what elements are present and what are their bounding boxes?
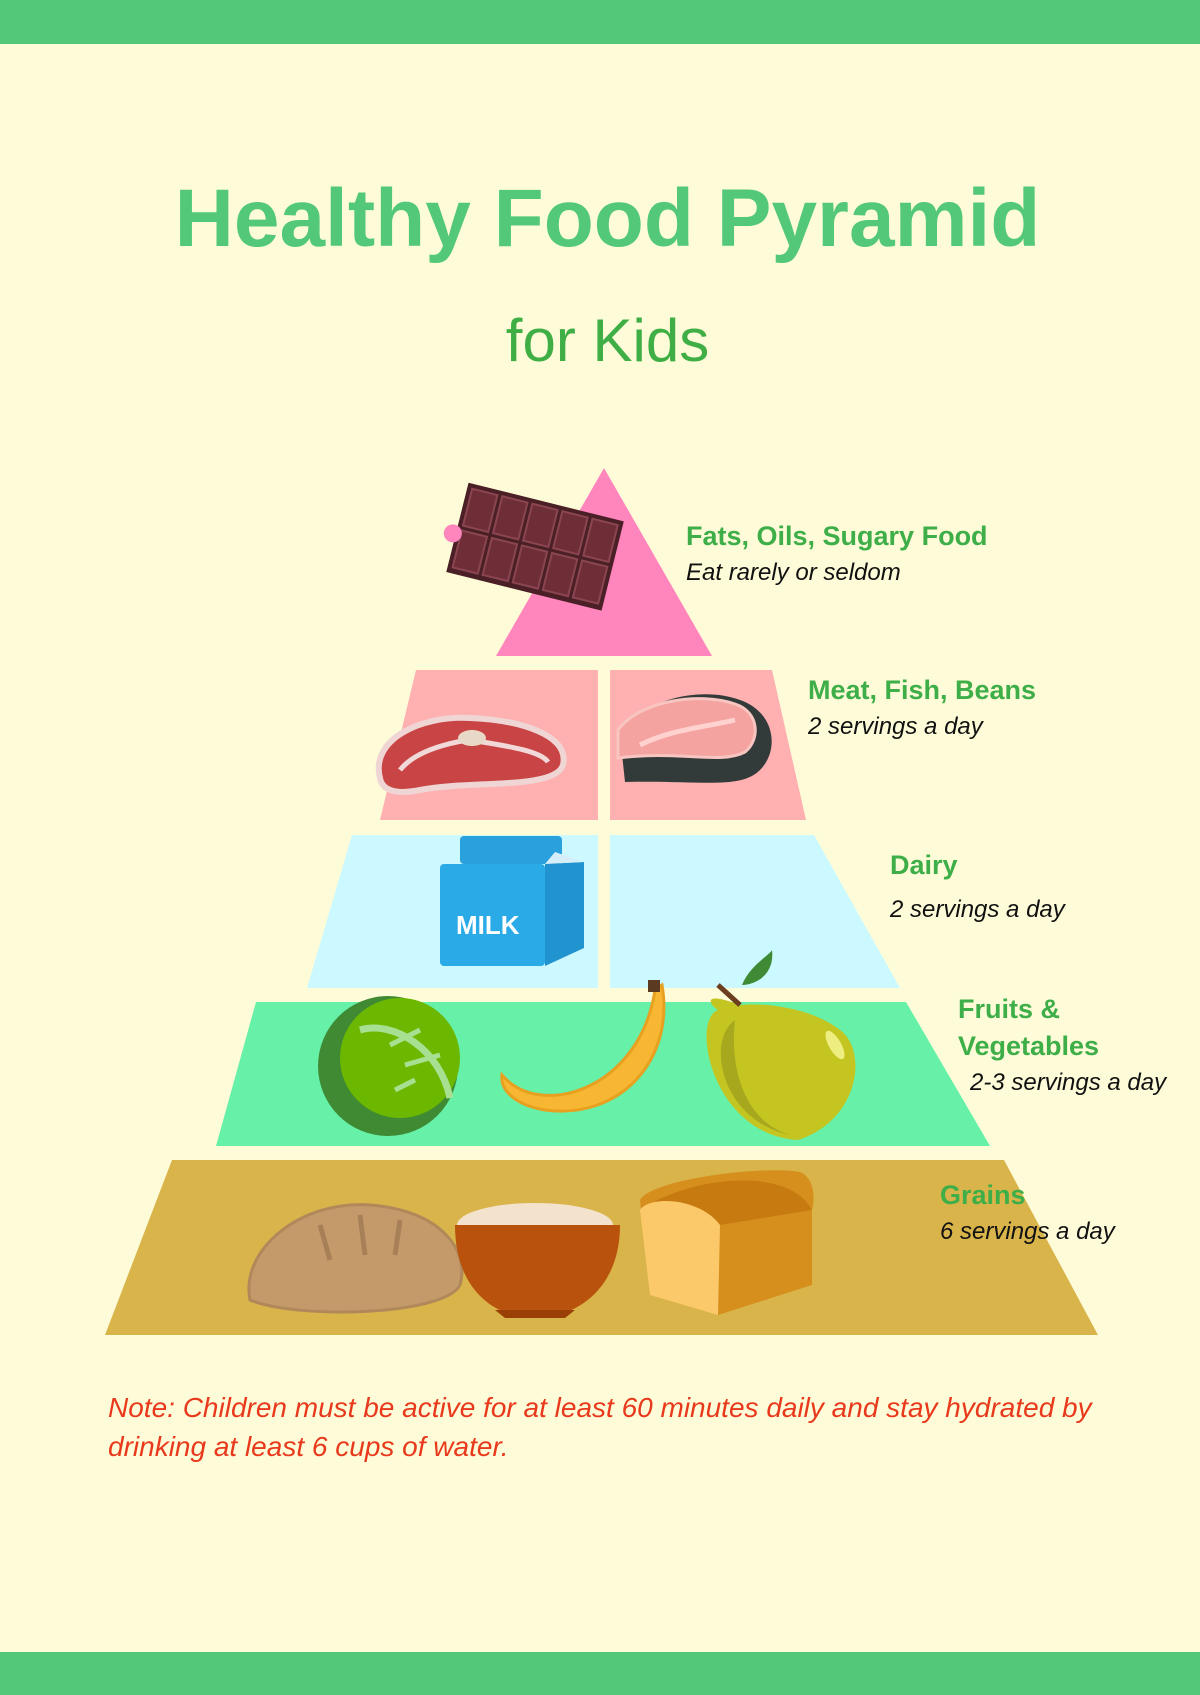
banana-icon <box>500 980 666 1113</box>
tier-heading: Fats, Oils, Sugary Food <box>686 521 988 551</box>
page-subtitle: for Kids <box>505 307 710 374</box>
top-banner-bar <box>0 0 1200 44</box>
page-title: Healthy Food Pyramid <box>174 173 1041 264</box>
tier-label-protein: Meat, Fish, Beans 2 servings a day <box>808 672 1036 741</box>
milk-carton-icon: MILK <box>440 836 584 966</box>
tier-label-grains: Grains 6 servings a day <box>940 1177 1115 1246</box>
steak-icon <box>375 714 567 795</box>
salmon-icon <box>616 694 772 783</box>
tier-heading-line2: Vegetables <box>958 1031 1100 1061</box>
tier-heading: Dairy <box>890 850 958 880</box>
bottom-banner-bar <box>0 1652 1200 1695</box>
tier-heading: Grains <box>940 1180 1026 1210</box>
tier-heading: Fruits & <box>958 994 1061 1024</box>
tier-servings: 2 servings a day <box>808 713 983 740</box>
tier-dairy-right <box>610 835 900 988</box>
chocolate-bar-icon <box>443 482 624 611</box>
tier-label-dairy: Dairy 2 servings a day <box>890 847 1065 924</box>
cabbage-icon <box>318 996 460 1136</box>
tier-servings: 6 servings a day <box>940 1218 1115 1245</box>
tier-heading: Meat, Fish, Beans <box>808 675 1037 705</box>
hydration-activity-note: Note: Children must be active for at lea… <box>108 1392 1092 1462</box>
bread-icon <box>247 1203 464 1314</box>
milk-label: MILK <box>456 910 520 940</box>
tier-servings: Eat rarely or seldom <box>686 559 901 586</box>
tier-label-fats: Fats, Oils, Sugary Food Eat rarely or se… <box>686 518 988 587</box>
tier-servings: 2-3 servings a day <box>970 1069 1167 1096</box>
rice-bowl-icon <box>455 1203 620 1318</box>
bread-loaf-icon <box>640 1170 814 1315</box>
apple-icon <box>706 950 856 1140</box>
tier-label-produce: Fruits & Vegetables 2-3 servings a day <box>958 991 1166 1097</box>
tier-servings: 2 servings a day <box>890 896 1065 923</box>
